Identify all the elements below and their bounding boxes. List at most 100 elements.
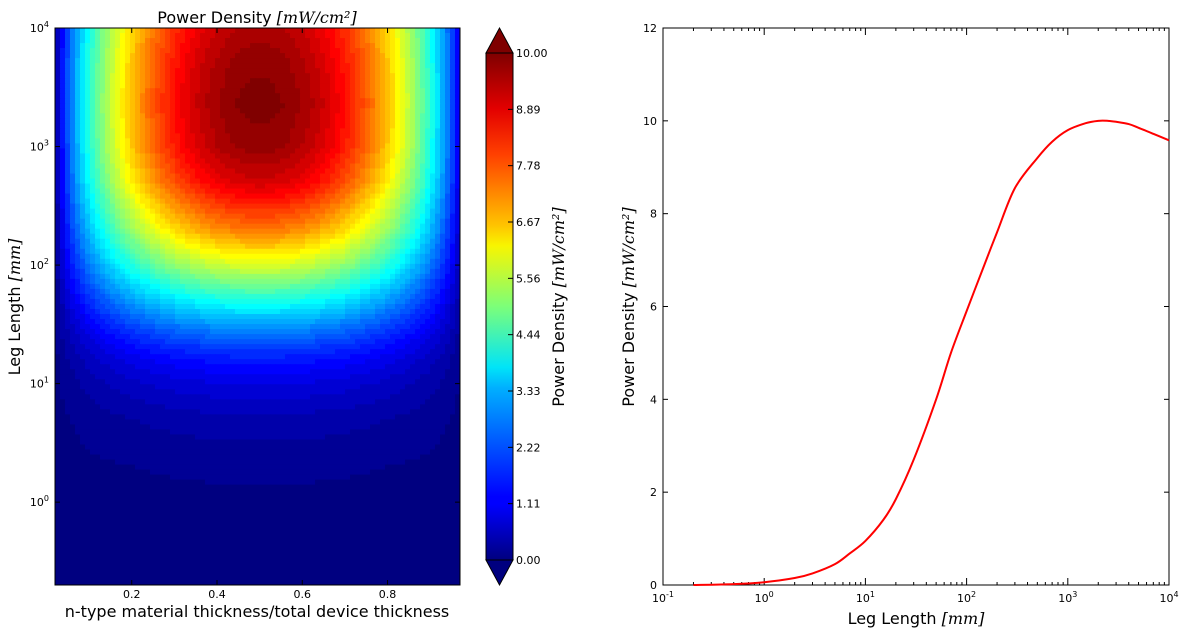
heatmap-cell — [185, 123, 191, 129]
heatmap-cell — [220, 68, 226, 74]
heatmap-cell — [180, 223, 186, 230]
heatmap-cell — [285, 183, 291, 190]
heatmap-cell — [60, 193, 66, 200]
heatmap-cell — [235, 88, 241, 94]
heatmap-cell — [410, 53, 416, 59]
heatmap-cell — [360, 33, 366, 39]
heatmap-cell — [150, 148, 156, 155]
heatmap-cell — [450, 98, 456, 104]
heatmap-cell — [350, 133, 356, 139]
heatmap-cell — [320, 163, 326, 170]
heatmap-cell — [180, 143, 186, 150]
heatmap-cell — [320, 188, 326, 195]
heatmap-cell — [255, 173, 261, 180]
heatmap-cell — [365, 203, 371, 210]
heatmap-cell — [70, 123, 76, 129]
heatmap-cell — [100, 309, 106, 315]
heatmap-cell — [265, 298, 271, 305]
heatmap-cell — [245, 143, 251, 150]
heatmap-cell — [330, 228, 336, 235]
heatmap-cell — [440, 128, 446, 134]
heatmap-cell — [190, 268, 196, 275]
heatmap-cell — [310, 28, 316, 34]
heatmap-cell — [380, 163, 386, 170]
heatmap-cell — [370, 88, 376, 94]
heatmap-cell — [215, 188, 221, 195]
heatmap-cell — [180, 68, 186, 74]
heatmap-cell — [365, 148, 371, 155]
heatmap-cell — [420, 173, 426, 180]
heatmap-cell — [185, 319, 191, 325]
heatmap-cell — [240, 203, 246, 210]
heatmap-cell — [70, 38, 76, 44]
heatmap-cell — [135, 88, 141, 94]
heatmap-cell — [345, 324, 351, 330]
heatmap-cell — [115, 38, 121, 44]
heatmap-cell — [70, 228, 76, 235]
heatmap-cell — [450, 173, 456, 180]
heatmap-cell — [205, 178, 211, 185]
heatmap-cell — [90, 283, 96, 290]
heatmap-cell — [100, 148, 106, 155]
heatmap-cell — [305, 128, 311, 134]
heatmap-cell — [365, 98, 371, 104]
heatmap-cell — [90, 258, 96, 265]
heatmap-cell — [220, 329, 226, 335]
heatmap-cell — [230, 283, 236, 290]
heatmap-cell — [100, 88, 106, 94]
heatmap-cell — [235, 223, 241, 230]
heatmap-cell — [455, 63, 460, 69]
heatmap-cell — [325, 218, 331, 225]
heatmap-cell — [165, 283, 171, 290]
heatmap-cell — [360, 98, 366, 104]
heatmap-cell — [300, 208, 306, 215]
heatmap-cell — [65, 258, 71, 265]
heatmap-cell — [445, 38, 451, 44]
heatmap-cell — [160, 78, 166, 84]
heatmap-cell — [265, 314, 271, 320]
heatmap-cell — [445, 133, 451, 139]
heatmap-cell — [110, 38, 116, 44]
heatmap-cell — [315, 133, 321, 139]
heatmap-cell — [360, 178, 366, 185]
heatmap-cell — [100, 203, 106, 210]
heatmap-cell — [435, 288, 441, 295]
heatmap-cell — [340, 298, 346, 305]
heatmap-cell — [345, 278, 351, 285]
heatmap-cell — [415, 198, 421, 205]
heatmap-cell — [170, 334, 176, 340]
heatmap-cell — [210, 298, 216, 305]
heatmap-cell — [300, 138, 306, 145]
heatmap-cell — [155, 173, 161, 180]
heatmap-cell — [420, 103, 426, 109]
heatmap-cell — [120, 93, 126, 99]
heatmap-cell — [125, 248, 131, 255]
heatmap-cell — [440, 329, 446, 335]
heatmap-cell — [355, 288, 361, 295]
heatmap-cell — [295, 303, 301, 310]
heatmap-cell — [400, 213, 406, 220]
heatmap-cell — [180, 48, 186, 54]
heatmap-cell — [140, 314, 146, 320]
heatmap-cell — [195, 103, 201, 109]
heatmap-cell — [315, 233, 321, 240]
heatmap-cell — [345, 68, 351, 74]
heatmap-cell — [295, 188, 301, 195]
heatmap-cell — [375, 324, 381, 330]
heatmap-cell — [400, 288, 406, 295]
heatmap-cell — [425, 153, 431, 160]
heatmap-cell — [415, 93, 421, 99]
heatmap-cell — [295, 293, 301, 300]
heatmap-cell — [75, 148, 81, 155]
heatmap-cell — [280, 78, 286, 84]
heatmap-cell — [170, 198, 176, 205]
heatmap-cell — [420, 253, 426, 260]
heatmap-cell — [195, 213, 201, 220]
heatmap-cell — [425, 133, 431, 139]
heatmap-cell — [450, 228, 456, 235]
heatmap-cell — [405, 188, 411, 195]
heatmap-cell — [330, 168, 336, 175]
heatmap-cell — [120, 68, 126, 74]
heatmap-cell — [55, 248, 61, 255]
heatmap-cell — [415, 228, 421, 235]
